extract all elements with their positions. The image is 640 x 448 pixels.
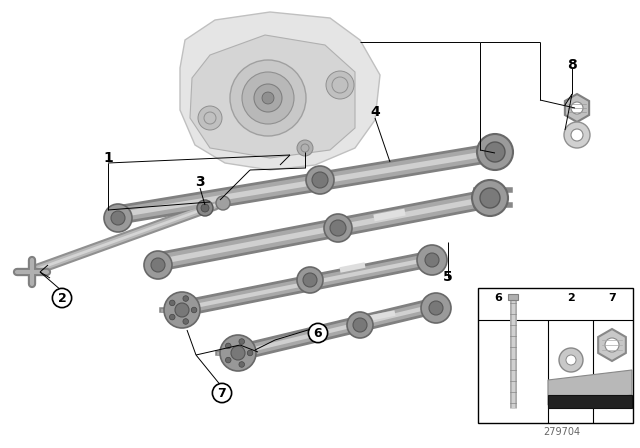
Circle shape xyxy=(417,245,447,275)
Circle shape xyxy=(220,335,256,371)
Polygon shape xyxy=(190,35,355,158)
Circle shape xyxy=(170,314,175,320)
Text: 8: 8 xyxy=(567,58,577,72)
Polygon shape xyxy=(180,12,380,170)
Circle shape xyxy=(326,71,354,99)
Circle shape xyxy=(239,339,244,345)
Circle shape xyxy=(297,267,323,293)
Circle shape xyxy=(242,72,294,124)
Circle shape xyxy=(429,301,443,315)
Circle shape xyxy=(247,350,253,356)
Polygon shape xyxy=(565,94,589,122)
Text: 4: 4 xyxy=(370,105,380,119)
FancyBboxPatch shape xyxy=(508,294,518,300)
Circle shape xyxy=(303,273,317,287)
Text: 6: 6 xyxy=(494,293,502,303)
Text: 5: 5 xyxy=(443,270,453,284)
Polygon shape xyxy=(548,370,632,405)
Circle shape xyxy=(183,319,189,324)
Circle shape xyxy=(559,348,583,372)
Circle shape xyxy=(485,142,505,162)
Circle shape xyxy=(571,102,583,114)
Circle shape xyxy=(231,346,245,360)
Text: 279704: 279704 xyxy=(543,427,580,437)
Circle shape xyxy=(201,204,209,212)
Circle shape xyxy=(330,220,346,236)
Circle shape xyxy=(151,258,165,272)
Circle shape xyxy=(480,188,500,208)
Circle shape xyxy=(183,296,189,302)
Circle shape xyxy=(425,253,439,267)
Circle shape xyxy=(216,196,230,210)
Circle shape xyxy=(347,312,373,338)
Circle shape xyxy=(204,112,216,124)
Circle shape xyxy=(421,293,451,323)
Circle shape xyxy=(225,343,231,349)
Circle shape xyxy=(144,251,172,279)
Circle shape xyxy=(297,140,313,156)
Circle shape xyxy=(239,362,244,367)
Circle shape xyxy=(605,338,619,352)
Circle shape xyxy=(175,303,189,317)
Text: 2: 2 xyxy=(58,292,67,305)
Circle shape xyxy=(564,122,590,148)
Circle shape xyxy=(111,211,125,225)
Circle shape xyxy=(571,129,583,141)
Text: 3: 3 xyxy=(195,175,205,189)
Text: 6: 6 xyxy=(314,327,323,340)
Text: 7: 7 xyxy=(218,387,227,400)
Circle shape xyxy=(312,172,328,188)
Circle shape xyxy=(104,204,132,232)
Circle shape xyxy=(566,355,576,365)
Circle shape xyxy=(332,77,348,93)
Circle shape xyxy=(324,214,352,242)
Circle shape xyxy=(198,106,222,130)
Circle shape xyxy=(254,84,282,112)
Circle shape xyxy=(477,134,513,170)
Circle shape xyxy=(170,300,175,306)
Text: 2: 2 xyxy=(567,293,575,303)
Circle shape xyxy=(197,200,213,216)
Polygon shape xyxy=(598,329,626,361)
Circle shape xyxy=(164,292,200,328)
FancyBboxPatch shape xyxy=(478,288,633,423)
Circle shape xyxy=(353,318,367,332)
Circle shape xyxy=(225,358,231,363)
Circle shape xyxy=(472,180,508,216)
Circle shape xyxy=(191,307,197,313)
Text: 1: 1 xyxy=(103,151,113,165)
Text: 7: 7 xyxy=(608,293,616,303)
Circle shape xyxy=(262,92,274,104)
Circle shape xyxy=(301,144,309,152)
Circle shape xyxy=(306,166,334,194)
Polygon shape xyxy=(548,395,632,408)
Circle shape xyxy=(230,60,306,136)
